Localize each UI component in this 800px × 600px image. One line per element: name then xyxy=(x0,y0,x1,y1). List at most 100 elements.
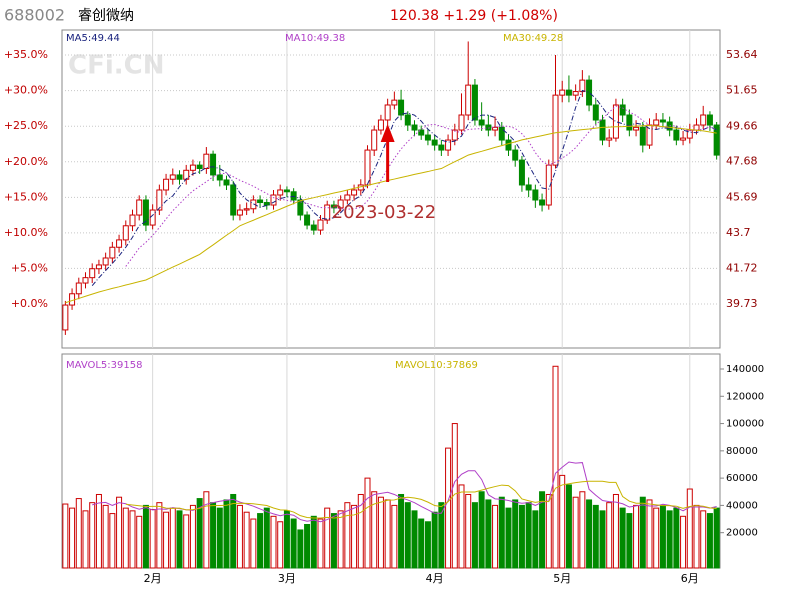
y2-tick-label: +35.0% xyxy=(4,48,48,61)
candle-body xyxy=(210,153,217,176)
volume-bar xyxy=(330,513,337,569)
ma-line xyxy=(125,105,717,267)
candle-body xyxy=(411,124,418,131)
candle-body xyxy=(700,114,707,126)
candle-body xyxy=(156,189,163,211)
candle-body xyxy=(653,119,660,126)
volume-bar xyxy=(539,491,546,569)
volume-bar xyxy=(304,523,311,569)
volume-bar xyxy=(686,488,693,569)
y-tick-label: 40000 xyxy=(726,500,758,511)
y-tick-label: 45.69 xyxy=(726,190,758,203)
candle-body xyxy=(599,119,606,141)
candle-body xyxy=(310,224,317,231)
volume-bar xyxy=(344,502,351,569)
volume-bar xyxy=(62,503,69,569)
candle-body xyxy=(445,139,452,151)
candle-body xyxy=(471,84,478,121)
candle-body xyxy=(149,209,156,226)
volume-bar xyxy=(189,504,196,569)
volume-bar xyxy=(646,499,653,569)
volume-bar xyxy=(438,502,445,569)
volume-bar xyxy=(713,507,720,569)
candle-body xyxy=(512,149,519,161)
volume-bar xyxy=(283,510,290,569)
volume-bar xyxy=(572,496,579,569)
y-tick-label: 49.66 xyxy=(726,119,758,132)
candle-body xyxy=(116,239,123,248)
volume-bar xyxy=(75,498,82,569)
volume-bar xyxy=(203,491,210,569)
volume-bar xyxy=(210,502,217,569)
volume-bar xyxy=(404,502,411,569)
y2-tick-label: +20.0% xyxy=(4,155,48,168)
volume-bar xyxy=(706,513,713,569)
volume-bar xyxy=(492,504,499,569)
volume-bar xyxy=(250,518,257,569)
volume-bar xyxy=(659,504,666,569)
candle-body xyxy=(559,89,566,96)
candle-body xyxy=(391,99,398,106)
ma-line xyxy=(65,125,717,304)
candle-body xyxy=(230,184,237,216)
y-tick-label: 60000 xyxy=(726,473,758,484)
y-tick-label: 120000 xyxy=(726,391,764,402)
volume-bar xyxy=(518,504,525,569)
volume-bar xyxy=(478,491,485,569)
candle-body xyxy=(626,114,633,131)
volume-bar xyxy=(163,511,170,569)
plot-area: 39.73 41.72 43.7 45.69 47.68 49.66 51.65 53.64 +… xyxy=(4,30,764,585)
candle-body xyxy=(257,199,264,204)
candle-body xyxy=(606,137,613,141)
candle-body xyxy=(438,144,445,151)
volume-bar xyxy=(639,496,646,569)
candle-body xyxy=(223,179,230,186)
candle-body xyxy=(183,169,190,180)
volume-bar xyxy=(310,515,317,569)
volume-bar xyxy=(169,507,176,569)
candle-body xyxy=(236,209,243,216)
candle-body xyxy=(431,139,438,146)
y2-tick-label: +5.0% xyxy=(11,261,48,274)
candle-body xyxy=(552,94,559,166)
candle-body xyxy=(639,126,646,146)
volume-bar xyxy=(257,513,264,569)
candle-body xyxy=(612,104,619,139)
volume-bar xyxy=(411,510,418,569)
volume-bar xyxy=(384,499,391,569)
volume-bar xyxy=(391,504,398,569)
volume-bar xyxy=(619,507,626,569)
volume-bar xyxy=(317,518,324,569)
volume-bar xyxy=(592,504,599,569)
volume-bar xyxy=(136,515,143,569)
candle-body xyxy=(189,164,196,171)
candle-body xyxy=(579,79,586,93)
volume-bar xyxy=(579,491,586,569)
volume-bar xyxy=(612,493,619,569)
volume-bar xyxy=(606,502,613,569)
x-tick-label: 2月 xyxy=(144,572,162,585)
volume-bar xyxy=(129,510,136,569)
volume-bar xyxy=(324,507,331,569)
y-tick-label: 39.73 xyxy=(726,297,758,310)
y-tick-label: 140000 xyxy=(726,364,764,375)
volume-bar xyxy=(95,493,102,569)
y-tick-label: 20000 xyxy=(726,528,758,539)
volume-bar xyxy=(666,510,673,569)
candle-body xyxy=(377,119,384,131)
candle-body xyxy=(304,214,311,226)
volume-bar xyxy=(559,474,566,569)
volume-bar xyxy=(102,504,109,569)
ma-line xyxy=(125,480,717,519)
candle-body xyxy=(518,159,525,186)
y-tick-label: 80000 xyxy=(726,446,758,457)
volume-bar xyxy=(498,496,505,569)
volume-bar xyxy=(156,502,163,569)
volume-bar xyxy=(109,513,116,569)
candle-body xyxy=(686,129,693,139)
volume-bar xyxy=(263,507,270,569)
volume-bar xyxy=(424,521,431,569)
candle-body xyxy=(344,194,351,201)
volume-bar xyxy=(700,510,707,569)
volume-bar xyxy=(196,498,203,569)
